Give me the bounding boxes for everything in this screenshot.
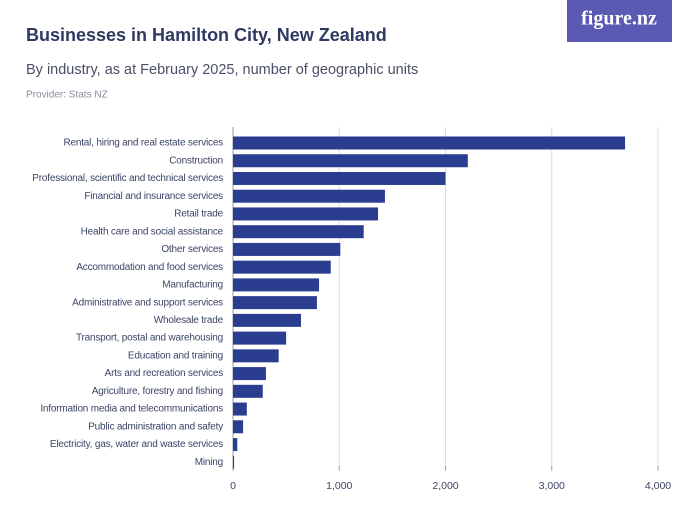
bar [233, 384, 263, 398]
y-tick-label: Accommodation and food services [76, 262, 223, 273]
bar [233, 278, 320, 292]
y-tick-label: Administrative and support services [72, 297, 223, 308]
provider: Provider: Stats NZ [26, 90, 108, 101]
logo-box [567, 0, 672, 42]
y-tick-label: Arts and recreation services [105, 368, 224, 379]
bar [233, 242, 341, 256]
bar [233, 402, 247, 416]
x-tick-label: 1,000 [326, 480, 352, 492]
y-tick-label: Other services [161, 244, 223, 255]
y-tick-label: Mining [195, 457, 223, 468]
y-tick-label: Rental, hiring and real estate services [63, 138, 223, 149]
chart-title: Businesses in Hamilton City, New Zealand [26, 25, 387, 45]
y-tick-label: Health care and social assistance [81, 226, 224, 237]
bar [233, 171, 446, 185]
y-tick-label: Manufacturing [162, 280, 223, 291]
x-tick-label: 3,000 [539, 480, 565, 492]
chart-subtitle: By industry, as at February 2025, number… [26, 62, 418, 78]
y-tick-label: Transport, postal and warehousing [76, 333, 223, 344]
y-tick-label: Electricity, gas, water and waste servic… [50, 439, 223, 450]
y-tick-label: Professional, scientific and technical s… [32, 173, 223, 184]
bar [233, 455, 235, 469]
y-tick-label: Education and training [128, 350, 223, 361]
bar [233, 367, 266, 381]
bar [233, 260, 331, 274]
y-tick-label: Information media and telecommunications [40, 404, 223, 415]
bar [233, 154, 468, 168]
y-tick-label: Agriculture, forestry and fishing [92, 386, 223, 397]
bar [233, 420, 244, 434]
y-tick-label: Construction [169, 155, 223, 166]
bar [233, 136, 626, 150]
x-tick-label: 2,000 [432, 480, 458, 492]
x-tick-label: 4,000 [645, 480, 671, 492]
bar [233, 225, 364, 239]
bar [233, 207, 379, 221]
y-tick-label: Public administration and safety [88, 421, 223, 432]
bar [233, 296, 317, 310]
bar [233, 438, 238, 452]
x-tick-label: 0 [230, 480, 236, 492]
bar [233, 189, 385, 203]
logo: figure.nz [581, 8, 657, 30]
bar [233, 313, 301, 327]
y-tick-label: Wholesale trade [154, 315, 224, 326]
bar [233, 331, 287, 345]
bar [233, 349, 279, 363]
y-tick-label: Retail trade [174, 209, 223, 220]
y-tick-label: Financial and insurance services [84, 191, 223, 202]
